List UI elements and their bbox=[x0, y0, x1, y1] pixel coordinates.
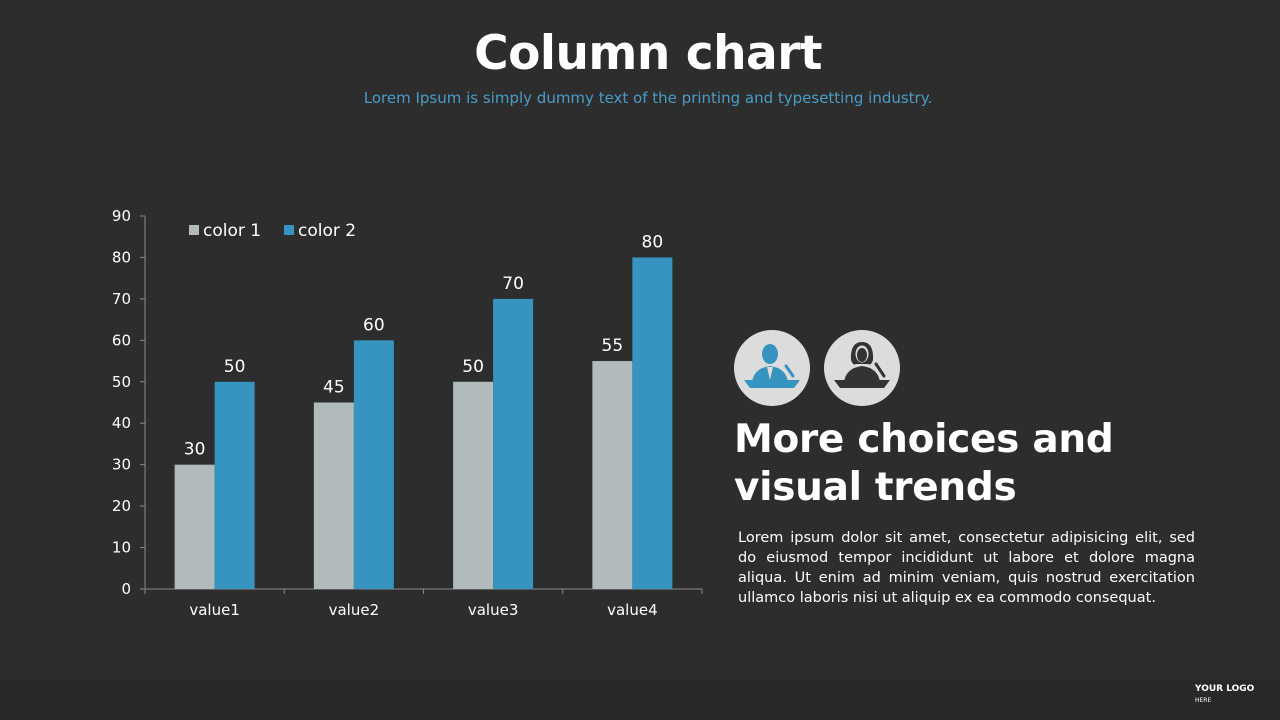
chart-bars bbox=[174, 257, 673, 589]
bar-series-1 bbox=[174, 464, 215, 589]
y-tick-label: 20 bbox=[112, 497, 131, 515]
bar-series-1 bbox=[313, 402, 354, 589]
x-tick-label: value4 bbox=[607, 601, 658, 619]
side-heading: More choices and visual trends bbox=[734, 416, 1254, 512]
column-chart: 0 10 20 30 40 50 60 70 80 90 value1 value2 value3 val… bbox=[112, 207, 703, 619]
y-tick-label: 10 bbox=[112, 539, 131, 557]
bar-data-label: 45 bbox=[323, 378, 345, 398]
bar-data-label: 80 bbox=[642, 232, 664, 252]
page-subtitle: Lorem Ipsum is simply dummy text of the … bbox=[363, 89, 933, 107]
chart-legend: color 1 color 2 bbox=[189, 221, 356, 241]
bar-data-label: 30 bbox=[184, 440, 206, 460]
footer-band bbox=[0, 680, 1280, 720]
bar-data-label: 50 bbox=[462, 357, 484, 377]
bar-data-label: 60 bbox=[363, 315, 385, 335]
bar-data-label: 55 bbox=[602, 336, 624, 356]
chart-axes: 0 10 20 30 40 50 60 70 80 90 value1 value2 value3 val… bbox=[112, 207, 703, 619]
chart-data-labels: 30 50 45 60 50 70 55 80 bbox=[184, 232, 663, 459]
businessman-speaker-icon bbox=[734, 330, 810, 406]
y-tick-label: 60 bbox=[112, 331, 131, 349]
x-tick-label: value2 bbox=[329, 601, 380, 619]
y-tick-label: 30 bbox=[112, 456, 131, 474]
logo: YOUR LOGO HERE bbox=[1195, 684, 1275, 706]
logo-text: YOUR LOGO bbox=[1195, 684, 1255, 694]
bar-series-2 bbox=[632, 257, 673, 589]
bar-data-label: 50 bbox=[224, 357, 246, 377]
side-body-text: Lorem ipsum dolor sit amet, consectetur … bbox=[738, 530, 1195, 606]
x-tick-label: value1 bbox=[189, 601, 240, 619]
businesswoman-speaker-icon bbox=[824, 330, 900, 406]
bar-series-1 bbox=[453, 381, 494, 589]
bar-series-2 bbox=[493, 298, 534, 589]
bar-series-2 bbox=[353, 340, 394, 589]
legend-label-2: color 2 bbox=[298, 221, 356, 241]
bar-series-1 bbox=[592, 361, 633, 589]
y-tick-label: 80 bbox=[112, 248, 131, 266]
side-heading-line-2: visual trends bbox=[734, 465, 1017, 510]
legend-swatch-1 bbox=[189, 225, 199, 235]
y-tick-label: 0 bbox=[121, 580, 131, 598]
bar-data-label: 70 bbox=[502, 274, 524, 294]
bar-series-2 bbox=[214, 381, 255, 589]
logo-subtext: HERE bbox=[1195, 697, 1212, 704]
y-tick-label: 40 bbox=[112, 414, 131, 432]
side-heading-line-1: More choices and bbox=[734, 417, 1114, 462]
y-tick-label: 50 bbox=[112, 373, 131, 391]
legend-swatch-2 bbox=[284, 225, 294, 235]
x-tick-label: value3 bbox=[468, 601, 519, 619]
y-tick-label: 90 bbox=[112, 207, 131, 225]
page-title: Column chart bbox=[474, 26, 822, 81]
legend-label-1: color 1 bbox=[203, 221, 261, 241]
y-tick-label: 70 bbox=[112, 290, 131, 308]
